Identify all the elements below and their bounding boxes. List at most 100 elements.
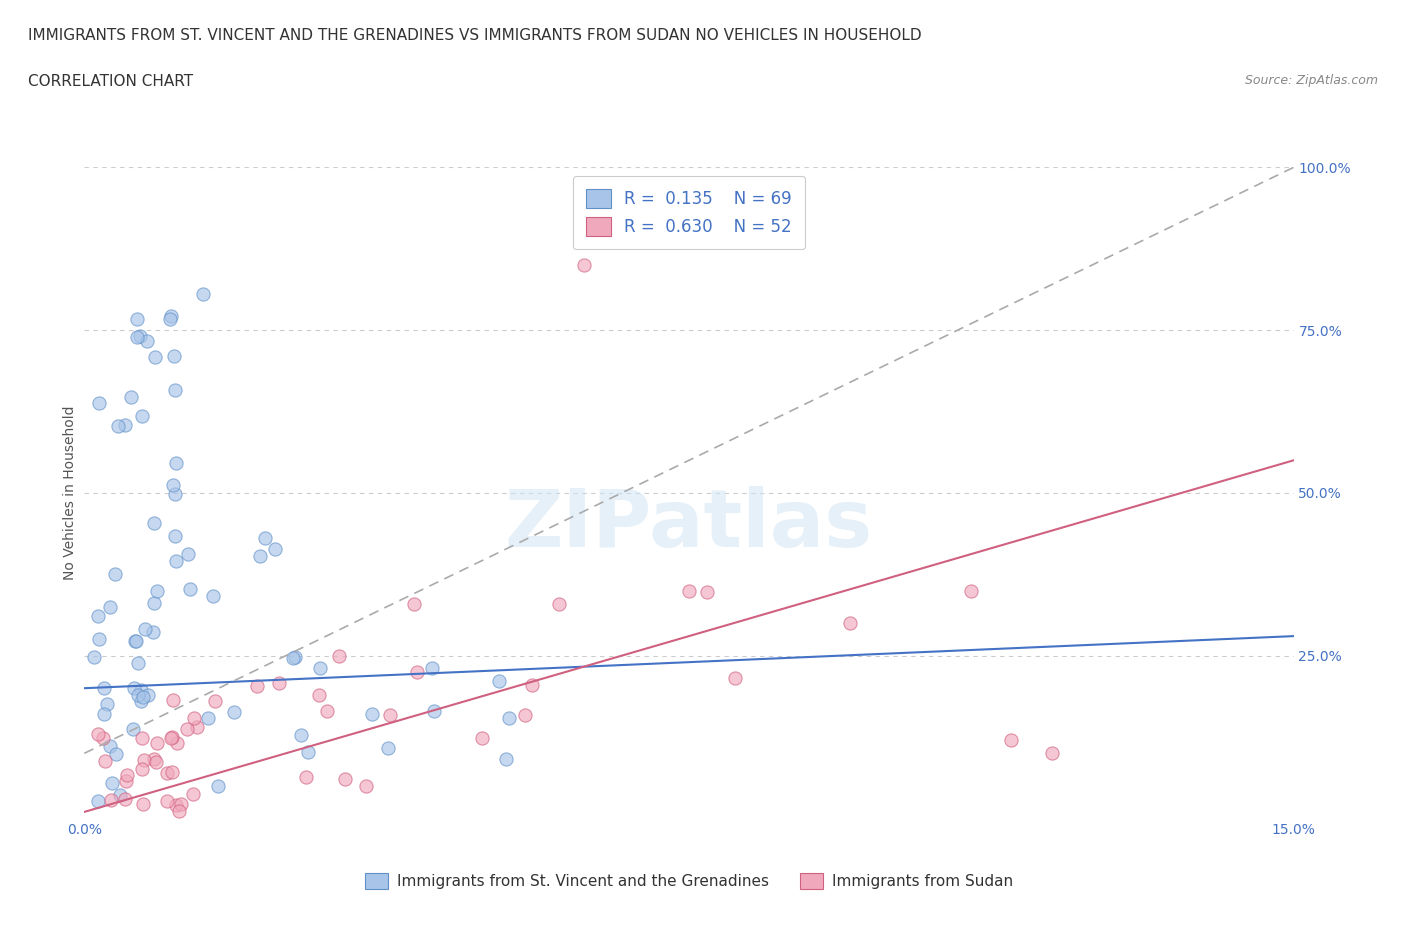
Point	[167, 804, 190, 818]
Point	[380, 708, 402, 723]
Point	[222, 705, 245, 720]
Point	[197, 711, 219, 725]
Point	[402, 596, 425, 611]
Point	[498, 711, 520, 725]
Legend: Immigrants from St. Vincent and the Grenadines, Immigrants from Sudan: Immigrants from St. Vincent and the Gren…	[359, 867, 1019, 896]
Point	[328, 649, 350, 664]
Point	[162, 349, 184, 364]
Point	[281, 650, 304, 665]
Point	[121, 722, 143, 737]
Point	[129, 329, 152, 344]
Point	[87, 609, 110, 624]
Point	[308, 687, 330, 702]
Point	[377, 740, 399, 755]
Point	[132, 797, 155, 812]
Point	[132, 752, 155, 767]
Point	[142, 515, 165, 530]
Point	[93, 707, 115, 722]
Point	[127, 656, 149, 671]
Point	[131, 408, 153, 423]
Point	[110, 788, 132, 803]
Point	[204, 694, 226, 709]
Point	[107, 418, 129, 433]
Point	[131, 683, 153, 698]
Point	[177, 547, 200, 562]
Point	[134, 622, 156, 637]
Point	[93, 681, 115, 696]
Point	[202, 589, 225, 604]
Point	[191, 287, 214, 302]
Text: ZIPatlas: ZIPatlas	[505, 486, 873, 565]
Point	[547, 597, 569, 612]
Point	[356, 778, 378, 793]
Point	[156, 765, 179, 780]
Point	[520, 678, 543, 693]
Point	[169, 797, 191, 812]
Point	[132, 690, 155, 705]
Point	[145, 754, 167, 769]
Point	[572, 258, 595, 272]
Point	[515, 708, 537, 723]
Text: CORRELATION CHART: CORRELATION CHART	[28, 74, 193, 89]
Point	[136, 687, 159, 702]
Point	[143, 349, 166, 364]
Point	[207, 778, 229, 793]
Point	[960, 583, 983, 598]
Point	[124, 633, 146, 648]
Point	[143, 751, 166, 766]
Point	[360, 707, 382, 722]
Point	[254, 530, 277, 545]
Point	[488, 673, 510, 688]
Point	[309, 661, 332, 676]
Point	[142, 595, 165, 610]
Point	[98, 738, 121, 753]
Point	[678, 583, 700, 598]
Point	[156, 793, 179, 808]
Point	[142, 625, 165, 640]
Point	[162, 692, 184, 707]
Point	[839, 616, 862, 631]
Point	[127, 329, 149, 344]
Point	[186, 720, 208, 735]
Point	[135, 334, 157, 349]
Point	[183, 711, 205, 725]
Point	[125, 312, 148, 326]
Point	[246, 678, 269, 693]
Point	[181, 786, 204, 801]
Point	[1040, 746, 1063, 761]
Point	[165, 797, 187, 812]
Point	[162, 729, 184, 744]
Point	[89, 395, 111, 410]
Point	[724, 671, 747, 685]
Point	[87, 726, 110, 741]
Point	[124, 633, 146, 648]
Point	[94, 753, 117, 768]
Point	[89, 631, 111, 646]
Point	[115, 774, 138, 789]
Point	[163, 528, 186, 543]
Point	[129, 694, 152, 709]
Point	[127, 688, 149, 703]
Point	[114, 791, 136, 806]
Point	[122, 681, 145, 696]
Point	[86, 794, 108, 809]
Point	[294, 770, 316, 785]
Point	[269, 675, 291, 690]
Point	[159, 312, 181, 326]
Y-axis label: No Vehicles in Household: No Vehicles in Household	[63, 405, 77, 580]
Point	[405, 664, 427, 679]
Point	[264, 542, 287, 557]
Point	[160, 730, 183, 745]
Point	[160, 309, 183, 324]
Point	[165, 554, 187, 569]
Point	[163, 382, 186, 397]
Point	[114, 418, 136, 432]
Point	[163, 486, 186, 501]
Point	[696, 585, 718, 600]
Point	[104, 566, 127, 581]
Point	[98, 599, 121, 614]
Point	[145, 736, 167, 751]
Point	[249, 549, 271, 564]
Point	[100, 792, 122, 807]
Point	[145, 584, 167, 599]
